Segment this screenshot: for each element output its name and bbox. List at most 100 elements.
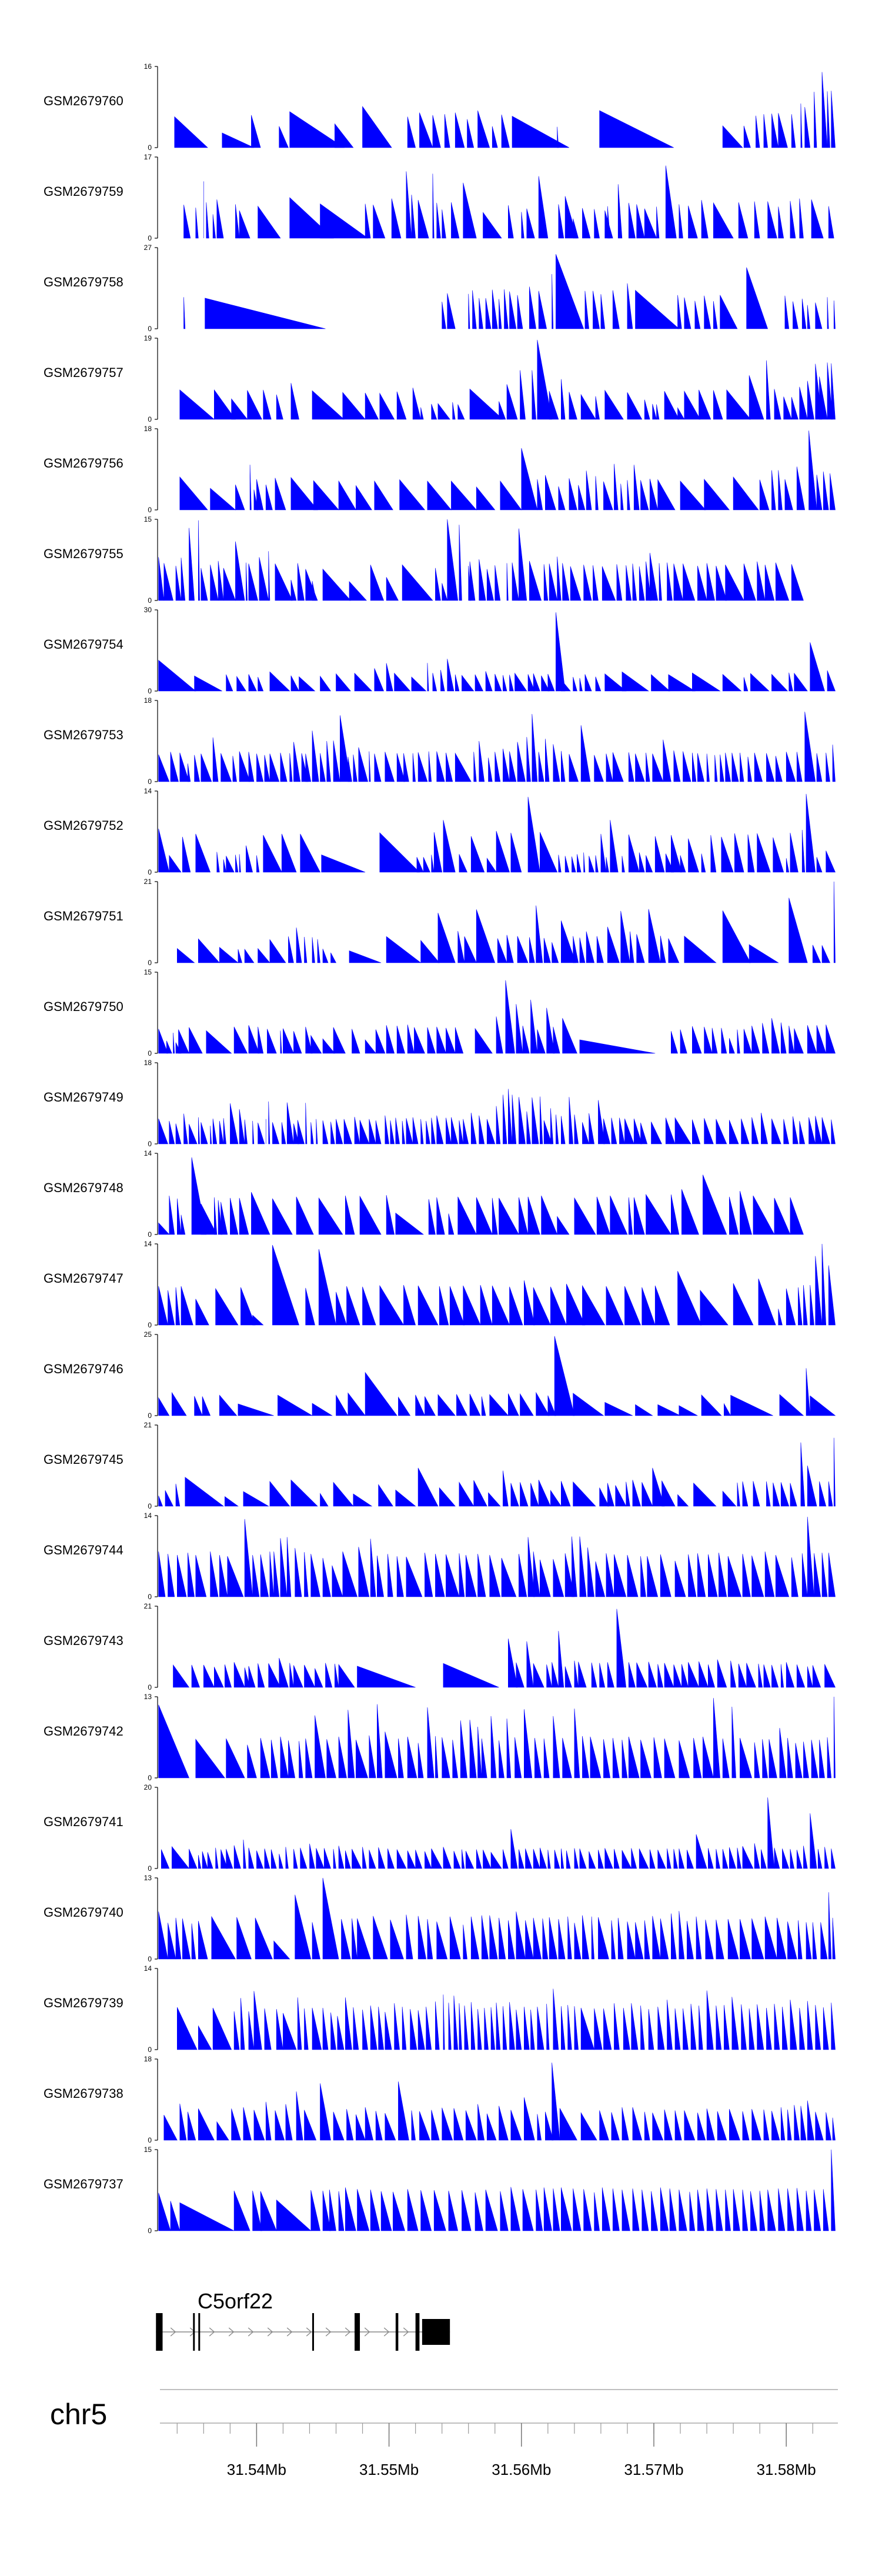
- coverage-peak: [283, 2013, 297, 2050]
- coverage-peak: [767, 201, 777, 239]
- coverage-peak: [656, 206, 660, 239]
- coverage-peak: [318, 1197, 343, 1235]
- coverage-peak: [394, 672, 411, 692]
- coverage-peak: [509, 751, 517, 782]
- coverage-peak: [477, 1726, 482, 1778]
- y-max-label: 15: [144, 515, 152, 523]
- coverage-peak: [720, 295, 738, 329]
- coverage-peak: [265, 2101, 272, 2141]
- coverage-peak: [312, 390, 345, 420]
- coverage-peak: [243, 2107, 252, 2141]
- track-label: GSM2679739: [44, 1996, 123, 2010]
- coverage-peak: [569, 754, 579, 782]
- coverage-peak: [598, 1917, 609, 1960]
- y-min-label: 0: [148, 596, 152, 605]
- coverage-peak: [789, 897, 808, 963]
- coverage-peak: [669, 2188, 677, 2231]
- coverage-peak: [705, 1920, 714, 1960]
- coverage-peak: [446, 1027, 456, 1054]
- coverage-peak: [536, 905, 543, 963]
- coverage-peak: [706, 1990, 714, 2050]
- coverage-peak: [179, 389, 215, 420]
- coverage-peak: [716, 2189, 723, 2231]
- coverage-peak: [213, 1197, 218, 1235]
- coverage-peak: [202, 1851, 208, 1869]
- coverage-peak: [541, 1195, 558, 1235]
- coverage-peak: [771, 1118, 781, 1144]
- coverage-peak: [603, 2008, 612, 2050]
- strand-arrow: [267, 2327, 273, 2337]
- coverage-peak: [523, 2097, 535, 2141]
- coverage-peak: [509, 675, 514, 692]
- coverage-peak: [449, 1916, 461, 1960]
- coverage-peak: [810, 1284, 814, 1326]
- coverage-peak: [353, 1493, 373, 1507]
- coverage-peak: [243, 1839, 246, 1869]
- coverage-peak: [587, 1547, 594, 1597]
- coverage-peak: [505, 980, 515, 1054]
- coverage-peak: [195, 1299, 209, 1326]
- coverage-peak: [689, 2191, 696, 2231]
- coverage-peak: [740, 1191, 752, 1235]
- coverage-peak: [321, 854, 366, 873]
- coverage-peak: [269, 1481, 290, 1507]
- coverage-peak: [431, 2110, 440, 2141]
- coverage-peak: [479, 1115, 485, 1144]
- y-min-label: 0: [148, 1955, 152, 1963]
- coverage-peak: [459, 1553, 465, 1597]
- coverage-peak: [182, 1918, 191, 1960]
- coverage-peak: [201, 1122, 208, 1144]
- coverage-peak: [272, 1244, 299, 1326]
- coverage-peak: [268, 1101, 270, 1144]
- coverage-peak: [233, 1845, 241, 1869]
- coverage-peak: [443, 1994, 445, 2050]
- coverage-peak: [569, 478, 577, 510]
- coverage-peak: [579, 937, 586, 963]
- coverage-peak: [496, 1016, 503, 1054]
- coverage-peak: [833, 300, 836, 329]
- coverage-peak: [633, 465, 640, 510]
- coverage-peak: [362, 1847, 367, 1869]
- coverage-peak: [604, 1848, 613, 1869]
- coverage-peak: [733, 2189, 740, 2231]
- coverage-peak: [583, 2189, 592, 2231]
- coverage-peak: [610, 820, 619, 873]
- coverage-peak: [671, 835, 682, 873]
- coverage-peak: [764, 1551, 775, 1597]
- coverage-peak: [181, 1214, 186, 1235]
- y-max-label: 30: [144, 606, 152, 614]
- coverage-peak: [756, 115, 760, 148]
- coverage-peak: [725, 2190, 731, 2231]
- coverage-peak: [648, 909, 661, 963]
- coverage-peak: [564, 856, 570, 873]
- coverage-peak: [223, 568, 236, 601]
- y-max-label: 13: [144, 1874, 152, 1882]
- coverage-peak: [380, 2191, 392, 2231]
- coverage-peak: [488, 1492, 501, 1507]
- coverage-peak: [417, 200, 429, 239]
- coverage-peak: [697, 1553, 706, 1597]
- track-label: GSM2679756: [44, 456, 123, 471]
- coverage-peak: [687, 1921, 694, 1960]
- coverage-peak: [264, 755, 270, 782]
- coverage-peak: [459, 1481, 475, 1507]
- coverage-peak: [244, 1519, 253, 1597]
- coverage-peak: [639, 566, 645, 601]
- coverage-peak: [472, 290, 477, 329]
- coverage-peak: [176, 948, 195, 963]
- coverage-peak: [201, 1203, 218, 1235]
- coverage-peak: [437, 1394, 456, 1416]
- coverage-peak: [233, 1662, 245, 1688]
- coverage-peak: [766, 360, 771, 420]
- coverage-peak: [553, 1559, 564, 1597]
- coverage-peak: [553, 1026, 560, 1054]
- coverage-peak: [462, 2190, 472, 2231]
- coverage-peak: [791, 114, 796, 148]
- coverage-peak: [799, 386, 808, 420]
- coverage-peak: [662, 1480, 676, 1507]
- coverage-peak: [790, 1483, 797, 1507]
- coverage-peak: [692, 1119, 701, 1144]
